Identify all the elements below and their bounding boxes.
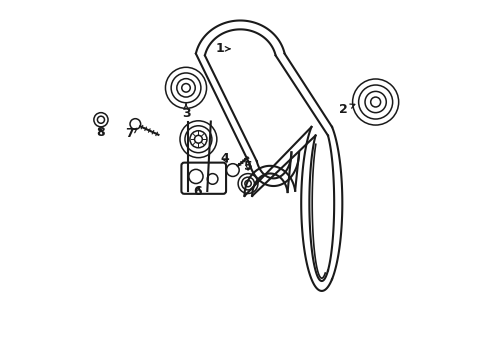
Text: 6: 6 — [193, 185, 202, 198]
Text: 4: 4 — [220, 152, 229, 165]
Text: 1: 1 — [215, 42, 229, 55]
Text: 3: 3 — [182, 104, 190, 120]
Text: 7: 7 — [124, 127, 137, 140]
Text: 5: 5 — [243, 161, 252, 174]
Text: 2: 2 — [339, 103, 354, 116]
Text: 8: 8 — [97, 126, 105, 139]
